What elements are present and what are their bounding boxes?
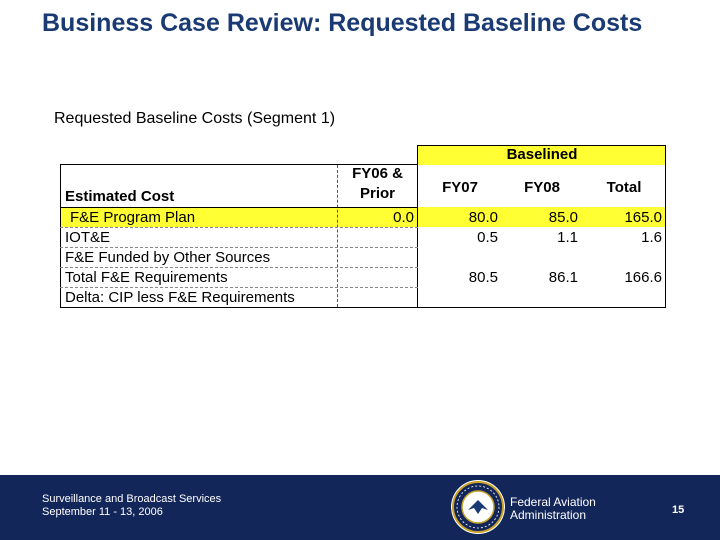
baseline-costs-table: Baselined Estimated Cost FY06 & Prior FY… bbox=[60, 145, 666, 308]
row-value-total: 166.6 bbox=[624, 269, 662, 286]
prior-col-divider bbox=[337, 165, 338, 307]
row-value-total: 165.0 bbox=[624, 209, 662, 226]
header-total: Total bbox=[606, 179, 642, 196]
header-fy06-prior-line1: FY06 & bbox=[352, 165, 403, 182]
slide-title: Business Case Review: Requested Baseline… bbox=[42, 9, 643, 37]
row-value-prior bbox=[337, 228, 418, 247]
table-outer-right bbox=[665, 145, 666, 308]
row-value-prior bbox=[337, 268, 418, 287]
agency-name-line2: Administration bbox=[510, 508, 587, 522]
row-value-prior: 0.0 bbox=[393, 209, 414, 226]
header-divider bbox=[60, 207, 418, 208]
footer-program-name: Surveillance and Broadcast Services bbox=[42, 493, 222, 505]
table-outer-left bbox=[60, 165, 61, 308]
header-estimated-cost: Estimated Cost bbox=[65, 188, 175, 205]
row-label: IOT&E bbox=[65, 229, 111, 246]
faa-seal-icon bbox=[451, 480, 505, 534]
row-value-fy08: 85.0 bbox=[548, 209, 578, 226]
row-label: F&E Program Plan bbox=[70, 209, 196, 226]
row-value-fy07 bbox=[418, 248, 502, 267]
row-label: Delta: CIP less F&E Requirements bbox=[65, 289, 295, 306]
row-value-fy08 bbox=[502, 248, 582, 267]
header-fy07: FY07 bbox=[442, 179, 478, 196]
table-top-right bbox=[418, 145, 666, 146]
row-divider-3 bbox=[60, 267, 418, 268]
baselined-group-header: Baselined bbox=[418, 145, 666, 165]
footer-date: September 11 - 13, 2006 bbox=[42, 506, 163, 518]
row-value-fy08: 86.1 bbox=[548, 269, 578, 286]
header-fy06-prior-line2: Prior bbox=[359, 185, 395, 202]
page-number: 15 bbox=[672, 504, 685, 516]
row-value-prior bbox=[337, 288, 418, 307]
row-label: F&E Funded by Other Sources bbox=[65, 249, 271, 266]
row-value-fy08: 1.1 bbox=[557, 229, 578, 246]
row-value-total bbox=[582, 288, 666, 307]
row-value-fy07: 80.5 bbox=[468, 269, 498, 286]
row-value-prior bbox=[337, 248, 418, 267]
agency-name-line1: Federal Aviation bbox=[510, 495, 596, 509]
footer-program-info: Surveillance and Broadcast Services Sept… bbox=[42, 493, 221, 519]
agency-name: Federal Aviation Administration bbox=[510, 496, 596, 522]
baselined-divider-left bbox=[417, 145, 418, 308]
row-value-total: 1.6 bbox=[641, 229, 662, 246]
table-top-left bbox=[60, 164, 418, 165]
row-value-total bbox=[582, 248, 666, 267]
row-value-fy08 bbox=[502, 288, 582, 307]
row-divider-2 bbox=[60, 247, 418, 248]
row-value-fy07: 0.5 bbox=[477, 229, 498, 246]
header-fy08: FY08 bbox=[524, 179, 560, 196]
table-bottom bbox=[60, 307, 666, 308]
row-label: Total F&E Requirements bbox=[65, 269, 228, 286]
row-divider-4 bbox=[60, 287, 418, 288]
row-highlight-fe-program-plan bbox=[60, 207, 666, 227]
slide-footer: Surveillance and Broadcast Services Sept… bbox=[0, 475, 720, 540]
row-divider-1 bbox=[60, 227, 418, 228]
row-value-fy07 bbox=[418, 288, 502, 307]
row-value-fy07: 80.0 bbox=[468, 209, 498, 226]
table-caption: Requested Baseline Costs (Segment 1) bbox=[54, 110, 336, 127]
